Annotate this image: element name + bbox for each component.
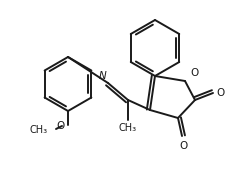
Text: CH₃: CH₃ [119,123,137,133]
Text: O: O [216,88,224,98]
Text: O: O [179,141,187,151]
Text: CH₃: CH₃ [30,125,48,135]
Text: O: O [190,68,198,78]
Text: O: O [57,121,65,131]
Text: N: N [98,71,106,81]
